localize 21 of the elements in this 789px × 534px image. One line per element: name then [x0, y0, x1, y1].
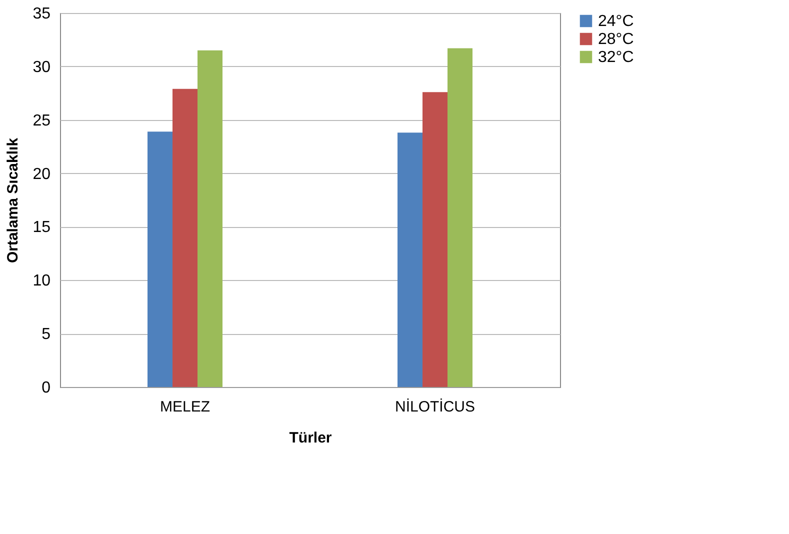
bar — [148, 132, 172, 387]
y-tick-label: 30 — [32, 58, 51, 76]
y-tick-label: 15 — [32, 219, 51, 236]
y-tick-label: 10 — [32, 272, 51, 290]
legend-label: 28°C — [598, 31, 634, 48]
bar — [448, 48, 472, 387]
legend-label: 24°C — [598, 13, 634, 30]
y-tick-label: 25 — [32, 112, 51, 130]
bar — [422, 92, 448, 387]
y-axis-title: Ortalama Sıcaklık — [4, 137, 22, 264]
bar — [172, 88, 198, 387]
bar — [398, 132, 422, 387]
x-tick-label: MELEZ — [160, 398, 210, 416]
x-tick-label: NİLOTİCUS — [394, 398, 476, 416]
y-tick-label: 35 — [32, 6, 51, 22]
y-tick-label: 20 — [32, 166, 51, 183]
y-tick-label: 0 — [42, 380, 51, 396]
y-tick-label: 5 — [42, 326, 51, 344]
legend-label: 32°C — [598, 49, 634, 66]
x-axis-title: Türler — [289, 430, 332, 446]
bar — [198, 50, 222, 387]
